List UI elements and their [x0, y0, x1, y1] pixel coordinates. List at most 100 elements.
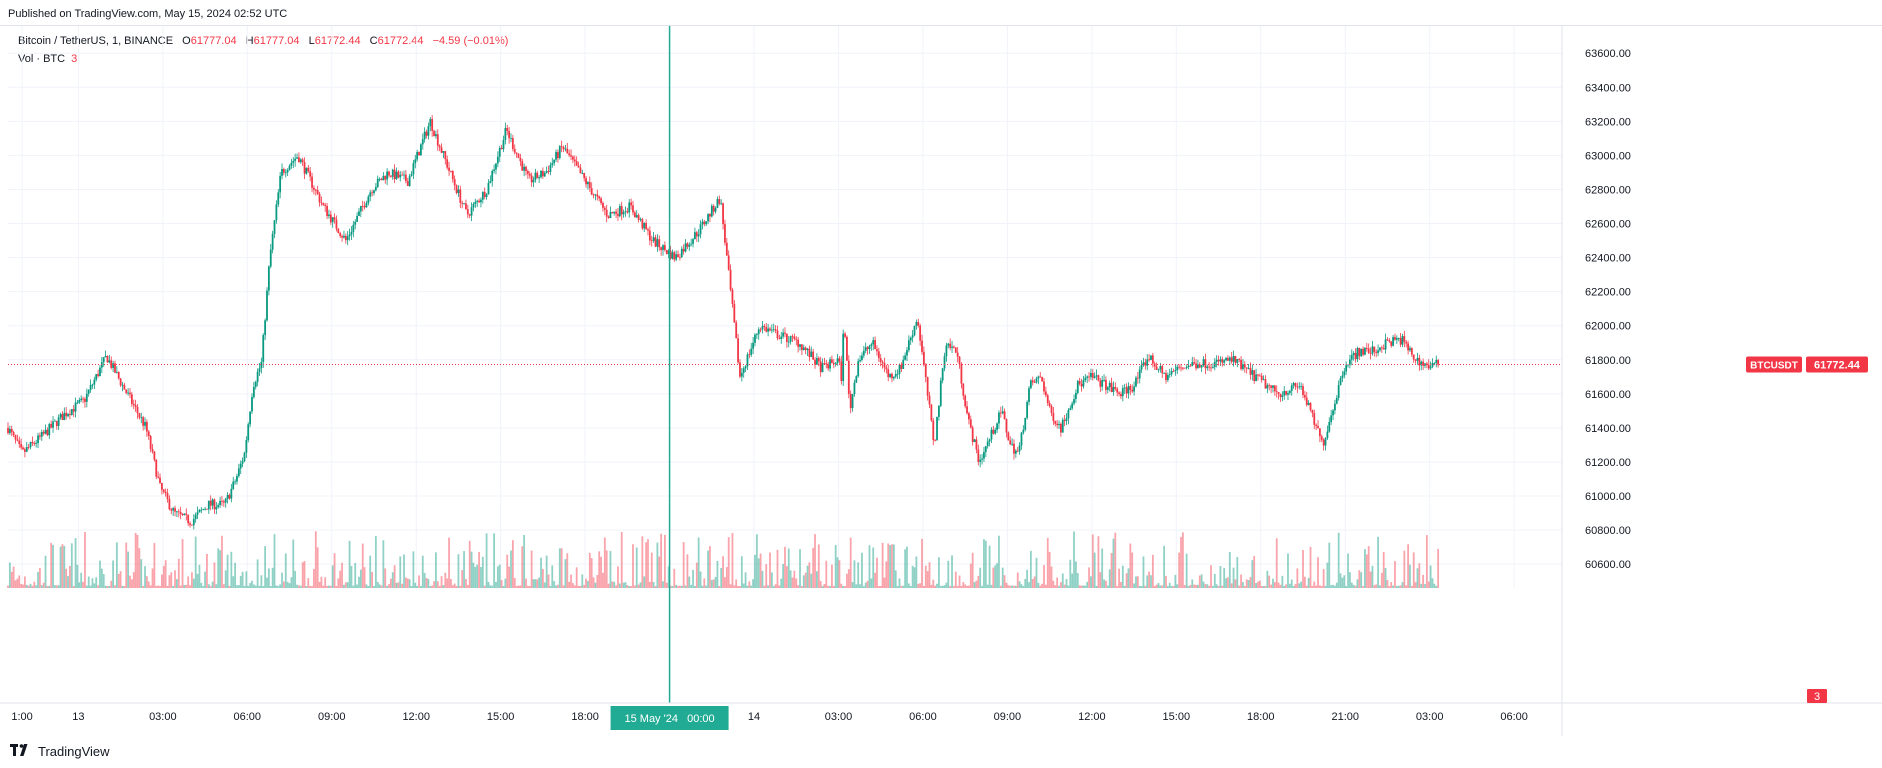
candle-body: [816, 358, 818, 365]
volume-bar: [1059, 582, 1062, 588]
volume-bar: [977, 575, 980, 588]
candle-body: [799, 344, 801, 347]
candle-body: [729, 269, 732, 290]
volume-bar: [296, 584, 298, 588]
candle-body: [718, 199, 721, 204]
volume-bar: [1196, 584, 1199, 588]
candle-body: [399, 174, 402, 178]
volume-bar: [489, 585, 492, 588]
volume-bar: [846, 573, 848, 588]
candle-body: [594, 194, 597, 196]
candle-body: [1264, 379, 1267, 389]
date-badge-text: 15 May '24 00:00: [624, 713, 714, 725]
candle-body: [1281, 395, 1284, 397]
volume-bar: [279, 584, 282, 588]
candle-body: [966, 406, 968, 414]
tradingview-logo-icon[interactable]: [10, 744, 32, 759]
candle-body: [665, 250, 668, 255]
candle-body: [960, 364, 963, 384]
candle-body: [763, 326, 766, 327]
volume-bar: [251, 580, 253, 588]
candle-body: [1191, 362, 1194, 366]
candle-body: [1123, 387, 1126, 389]
volume-bar: [519, 585, 522, 588]
candle-body: [806, 348, 809, 351]
volume-bar: [1170, 585, 1173, 588]
candle-body: [145, 421, 148, 432]
volume-bar: [453, 583, 456, 588]
candle-body: [391, 169, 394, 177]
volume-bar: [707, 550, 709, 588]
volume-bar: [1275, 538, 1278, 588]
candle-body: [1403, 336, 1406, 342]
price-chart[interactable]: 60600.0060800.0061000.0061200.0061400.00…: [0, 26, 1882, 736]
price-axis[interactable]: 60600.0060800.0061000.0061200.0061400.00…: [1585, 48, 1631, 571]
volume-bar: [181, 539, 184, 588]
candle-body: [491, 171, 494, 182]
volume-bar: [1257, 581, 1259, 588]
volume-bar: [581, 574, 584, 588]
candle-body: [510, 138, 512, 139]
candle-body: [1422, 361, 1425, 366]
candle-body: [566, 148, 569, 154]
candle-body: [1120, 393, 1122, 397]
candle-body: [269, 249, 272, 267]
volume-bar: [1320, 585, 1323, 588]
footer-brand[interactable]: TradingView: [38, 744, 110, 759]
symbol-name[interactable]: Bitcoin / TetherUS, 1, BINANCE: [18, 35, 174, 47]
volume-bar: [635, 547, 638, 588]
volume-bar: [1236, 557, 1239, 588]
candle-body: [219, 500, 221, 505]
candle-body: [793, 336, 796, 339]
candle-body: [419, 144, 422, 156]
volume-bar: [575, 567, 578, 588]
candle-body: [572, 156, 574, 160]
candle-body: [446, 159, 449, 168]
volume-bar: [618, 583, 621, 588]
volume-bar: [684, 585, 687, 588]
volume-bar: [16, 578, 19, 588]
candle-body: [252, 386, 255, 398]
candle-body: [842, 333, 845, 381]
candle-body: [1339, 378, 1342, 386]
volume-bar: [1151, 554, 1154, 588]
volume-bar: [919, 583, 922, 588]
low-label: L: [308, 35, 315, 47]
volume-bar: [61, 544, 64, 588]
volume-bar: [881, 542, 884, 588]
candle-body: [926, 377, 929, 396]
volume-bar: [724, 577, 726, 588]
volume-bar: [836, 557, 839, 588]
candle-body: [117, 371, 120, 379]
volume-bar: [493, 533, 495, 588]
candle-body: [1390, 341, 1393, 346]
candle-body: [301, 159, 304, 163]
candle-body: [166, 493, 169, 500]
candle-body: [476, 200, 479, 202]
candle-body: [1076, 381, 1079, 393]
volume-bar: [1112, 538, 1115, 588]
volume-bar: [151, 568, 154, 588]
volume-bar: [1014, 585, 1017, 588]
volume-bar: [1232, 567, 1235, 588]
candle-body: [592, 194, 595, 196]
volume-bar: [1283, 585, 1286, 588]
volume-bar: [1155, 584, 1158, 588]
volume-label[interactable]: Vol · BTC: [18, 53, 66, 65]
time-axis[interactable]: 1:001303:0006:0009:0012:0015:0018:0021:0…: [11, 711, 1528, 723]
volume-bar: [1146, 575, 1149, 588]
volume-bar: [35, 585, 38, 588]
candle-body: [1020, 432, 1023, 446]
candle-body: [1189, 365, 1192, 367]
candle-body: [688, 244, 691, 247]
candle-body: [817, 358, 820, 362]
volume-bar: [159, 585, 161, 588]
candle-body: [104, 355, 107, 358]
volume-bar: [114, 585, 116, 588]
volume-bar: [712, 579, 715, 588]
candle-body: [401, 174, 404, 176]
volume-bar: [25, 584, 28, 588]
candle-body: [603, 207, 606, 210]
candle-body: [800, 344, 803, 350]
volume-bar: [725, 567, 728, 588]
